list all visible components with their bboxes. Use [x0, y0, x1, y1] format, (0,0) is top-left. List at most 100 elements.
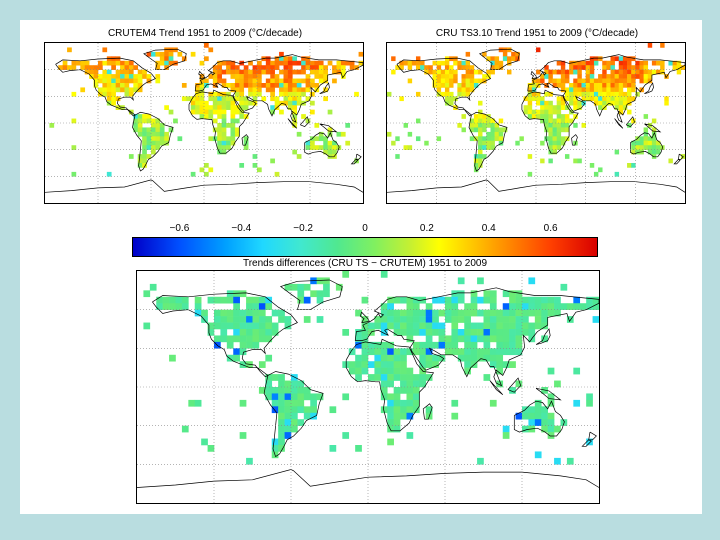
grid-cell: [507, 60, 512, 66]
grid-cell: [449, 100, 454, 106]
grid-cell: [137, 69, 143, 75]
grid-cell: [278, 412, 285, 420]
grid-cell: [310, 145, 315, 150]
grid-cell: [573, 83, 578, 88]
grid-cell: [270, 109, 275, 115]
grid-cell: [217, 136, 222, 142]
grid-cell: [531, 78, 537, 84]
grid-cell: [265, 87, 271, 93]
grid-cell: [522, 303, 529, 310]
grid-cell: [522, 329, 529, 336]
grid-cell: [305, 140, 311, 146]
grid-cell: [461, 87, 466, 93]
grid-cell: [284, 393, 292, 401]
grid-cell: [190, 96, 196, 102]
grid-cell: [217, 60, 222, 66]
grid-cell: [589, 78, 595, 84]
grid-cell: [332, 69, 337, 75]
grid-cell: [560, 303, 568, 310]
grid-cell: [243, 114, 249, 119]
grid-cell: [248, 69, 253, 75]
grid-cell: [106, 60, 112, 66]
grid-cell: [368, 361, 375, 368]
grid-cell: [635, 60, 640, 66]
grid-cell: [146, 145, 152, 150]
grid-cell: [246, 303, 253, 310]
grid-cell: [291, 283, 298, 291]
grid-cell: [310, 100, 315, 106]
grid-cell: [477, 309, 484, 317]
grid-cell: [297, 387, 305, 394]
grid-cell: [573, 65, 578, 70]
grid-cell: [540, 158, 545, 164]
grid-cell: [310, 60, 315, 66]
grid-cell: [212, 69, 218, 75]
grid-cell: [115, 60, 121, 66]
grid-cell: [305, 96, 311, 102]
grid-cell: [449, 69, 454, 75]
grid-cell: [400, 296, 407, 304]
grid-cell: [146, 78, 152, 84]
grid-cell: [660, 69, 665, 75]
grid-cell: [566, 457, 574, 465]
grid-cell: [610, 69, 615, 75]
grid-cell: [279, 87, 284, 93]
grid-cell: [519, 136, 524, 142]
grid-cell: [527, 105, 533, 110]
grid-cell: [164, 65, 169, 70]
grid-cell: [451, 322, 459, 330]
grid-cell: [469, 118, 475, 124]
grid-cell: [531, 83, 537, 88]
grid-cell: [482, 140, 487, 146]
coastline: [507, 377, 522, 393]
grid-cell: [278, 438, 285, 446]
grid-cell: [449, 91, 454, 97]
crutem4-map-svg: [45, 43, 363, 203]
crults-trend-panel: CRU TS3.10 Trend 1951 to 2009 (°C/decade…: [382, 28, 692, 204]
grid-cell: [283, 65, 289, 70]
grid-cell: [585, 87, 591, 93]
grid-cell: [252, 78, 258, 84]
grid-cell: [221, 149, 227, 155]
grid-cell: [291, 387, 298, 394]
grid-cell: [292, 96, 298, 102]
grid-cell: [552, 149, 557, 155]
grid-cell: [221, 105, 227, 110]
grid-cell: [265, 83, 271, 88]
grid-cell: [199, 78, 205, 84]
grid-cell: [207, 322, 215, 330]
grid-cell: [258, 303, 266, 310]
grid-cell: [283, 69, 289, 75]
grid-cell: [440, 60, 446, 66]
grid-cell: [425, 348, 433, 356]
grid-cell: [142, 127, 147, 133]
grid-cell: [204, 56, 209, 62]
grid-cell: [393, 322, 401, 330]
grid-cell: [348, 367, 356, 375]
grid-cell: [234, 74, 240, 79]
grid-cell: [239, 87, 245, 93]
grid-cell: [258, 296, 266, 304]
grid-cell: [593, 60, 599, 66]
grid-cell: [548, 114, 553, 119]
grid-cell: [287, 56, 293, 62]
grid-cell: [445, 341, 452, 349]
grid-cell: [220, 335, 228, 343]
grid-cell: [573, 296, 581, 304]
grid-cell: [233, 309, 240, 317]
grid-cell: [465, 87, 471, 93]
grid-cell: [656, 60, 661, 66]
grid-cell: [482, 145, 487, 150]
grid-cell: [221, 118, 227, 124]
grid-cell: [252, 316, 260, 323]
grid-cell: [271, 309, 279, 317]
grid-cell: [303, 283, 311, 291]
grid-cell: [265, 60, 271, 66]
grid-cell: [151, 127, 156, 133]
grid-cell: [589, 60, 595, 66]
grid-cell: [400, 322, 407, 330]
grid-cell: [348, 348, 356, 356]
grid-cell: [444, 69, 450, 75]
grid-cell: [406, 335, 414, 343]
grid-cell: [464, 303, 471, 310]
